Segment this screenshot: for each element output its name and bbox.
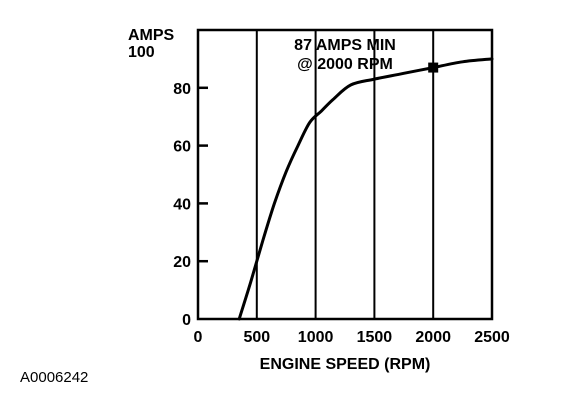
spec-point-marker — [428, 62, 439, 73]
y-tick-label-0: 0 — [182, 312, 191, 329]
x-tick-label-0: 0 — [194, 329, 203, 346]
figure-reference-code: A0006242 — [20, 369, 88, 386]
x-tick-label-500: 500 — [243, 329, 270, 346]
x-tick-label-1500: 1500 — [357, 329, 393, 346]
output-curve — [237, 57, 494, 321]
x-tick-label-2000: 2000 — [415, 329, 451, 346]
y-tick-label-60: 60 — [173, 139, 191, 156]
x-tick-label-1000: 1000 — [298, 329, 334, 346]
y-tick-label-40: 40 — [173, 196, 191, 213]
x-axis-ticks: 0 500 1000 1500 2000 2500 — [194, 329, 510, 346]
y-tick-label-20: 20 — [173, 254, 191, 271]
x-tick-label-2500: 2500 — [474, 329, 510, 346]
annotation-line-1: 87 AMPS MIN — [294, 37, 396, 54]
y-tick-label-100: 100 — [128, 44, 155, 61]
annotation-line-2: @ 2000 RPM — [297, 56, 393, 73]
y-tick-label-80: 80 — [173, 81, 191, 98]
y-axis-title: AMPS — [128, 27, 175, 44]
y-axis-ticks: 0 20 40 60 80 100 — [128, 44, 208, 329]
plot-area-frame — [196, 28, 494, 321]
x-axis-title: ENGINE SPEED (RPM) — [260, 356, 431, 373]
